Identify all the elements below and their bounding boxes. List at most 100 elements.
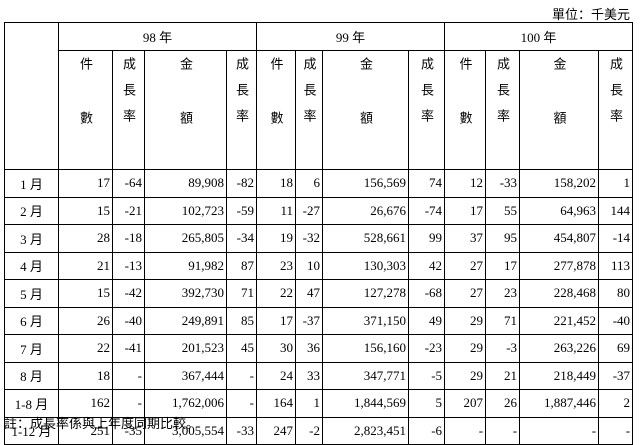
data-cell: 27 — [444, 279, 487, 308]
subheader-cell: 成長率 — [408, 50, 446, 170]
data-cell: 347,771 — [322, 361, 410, 390]
data-cell: -34 — [225, 224, 258, 253]
data-cell: 45 — [225, 334, 258, 363]
data-cell: 2,823,451 — [322, 416, 410, 445]
data-cell: 71 — [225, 279, 258, 308]
data-row: 2 月 15 -21 102,723 -59 11 -27 26,676 -74 17 55 64,9… — [4, 196, 634, 225]
data-cell: 30 — [256, 334, 297, 363]
data-cell: 528,661 — [322, 224, 410, 253]
data-cell: -68 — [408, 279, 446, 308]
data-cell: 263,226 — [519, 334, 600, 363]
data-cell: 24 — [256, 361, 297, 390]
data-cell: 1 — [598, 169, 634, 198]
data-cell: 6 — [295, 169, 324, 198]
year-header: 99 年 — [256, 22, 446, 51]
data-cell: -40 — [112, 306, 145, 335]
data-row: 7 月 22 -41 201,523 45 30 36 156,160 -23 29 -3 263,2… — [4, 334, 634, 363]
data-cell: -33 — [485, 169, 521, 198]
data-cell: 69 — [598, 334, 634, 363]
corner-cell — [4, 22, 59, 170]
data-cell: 55 — [485, 196, 521, 225]
data-cell: 247 — [256, 416, 297, 445]
data-cell: 22 — [256, 279, 297, 308]
data-cell: 89,908 — [144, 169, 227, 198]
row-label: 1-8 月 — [4, 389, 59, 418]
subheader-text: 成長率 — [495, 57, 511, 135]
data-cell: 74 — [408, 169, 446, 198]
table-body: 98 年 99 年 100 年件數 成長率 金額 成長率 件數 成長率 金額 成長率 件數 成長率 金額… — [4, 22, 634, 445]
subheader-cell: 金額 — [322, 50, 410, 170]
data-cell: 71 — [485, 306, 521, 335]
subheader-cell: 件數 — [256, 50, 297, 170]
page: 單位：千美元 98 年 99 年 100 年件數 成長率 金額 成長率 件數 成長率 金額 成長率… — [4, 7, 634, 445]
subheader-cell: 件數 — [444, 50, 487, 170]
data-cell: 33 — [295, 361, 324, 390]
data-cell: 265,805 — [144, 224, 227, 253]
data-cell: 27 — [444, 251, 487, 280]
data-table: 98 年 99 年 100 年件數 成長率 金額 成長率 件數 成長率 金額 成長率 件數 成長率 金額… — [4, 22, 634, 445]
data-cell: - — [519, 416, 600, 445]
data-cell: 10 — [295, 251, 324, 280]
data-cell: 127,278 — [322, 279, 410, 308]
row-label: 7 月 — [4, 334, 59, 363]
data-cell: 15 — [58, 279, 113, 308]
subheader-text: 金額 — [551, 57, 567, 165]
data-cell: 17 — [256, 306, 297, 335]
footnote: 註：成長率係與上年度同期比較。 — [4, 416, 200, 431]
subheader-cell: 成長率 — [598, 50, 634, 170]
subheader-text: 件數 — [78, 57, 93, 165]
data-cell: 21 — [485, 361, 521, 390]
data-cell: - — [225, 361, 258, 390]
data-cell: -74 — [408, 196, 446, 225]
data-cell: 47 — [295, 279, 324, 308]
data-cell: -32 — [295, 224, 324, 253]
data-cell: 29 — [444, 306, 487, 335]
data-cell: 91,982 — [144, 251, 227, 280]
data-cell: 26 — [485, 389, 521, 418]
data-cell: -27 — [295, 196, 324, 225]
data-cell: -23 — [408, 334, 446, 363]
subheader-cell: 成長率 — [295, 50, 324, 170]
data-cell: 23 — [485, 279, 521, 308]
data-row: 5 月 15 -42 392,730 71 22 47 127,278 -68 27 23 228,4… — [4, 279, 634, 308]
data-cell: 95 — [485, 224, 521, 253]
row-label: 6 月 — [4, 306, 59, 335]
data-cell: -37 — [295, 306, 324, 335]
data-cell: 42 — [408, 251, 446, 280]
data-cell: 454,807 — [519, 224, 600, 253]
data-cell: 371,150 — [322, 306, 410, 335]
data-cell: 102,723 — [144, 196, 227, 225]
data-cell: 37 — [444, 224, 487, 253]
data-cell: 19 — [256, 224, 297, 253]
subheader-text: 成長率 — [301, 57, 317, 135]
row-label: 8 月 — [4, 361, 59, 390]
data-cell: 1,844,569 — [322, 389, 410, 418]
data-cell: 29 — [444, 334, 487, 363]
row-label: 3 月 — [4, 224, 59, 253]
subheader-text: 成長率 — [121, 57, 136, 135]
data-cell: 87 — [225, 251, 258, 280]
row-label: 4 月 — [4, 251, 59, 280]
year-header: 100 年 — [444, 22, 634, 51]
data-cell: 367,444 — [144, 361, 227, 390]
data-cell: 49 — [408, 306, 446, 335]
data-cell: -18 — [112, 224, 145, 253]
subheader-text: 金額 — [178, 57, 193, 165]
data-cell: -5 — [408, 361, 446, 390]
data-row: 8 月 18-367,444-24 33 347,771 -5 29 21 218,449 -3… — [4, 361, 634, 390]
year-header: 98 年 — [57, 22, 258, 51]
data-cell: -42 — [112, 279, 145, 308]
subheader-text: 金額 — [358, 57, 374, 165]
subheader-cell: 金額 — [144, 50, 227, 170]
data-cell: 22 — [58, 334, 113, 363]
data-cell: 17 — [58, 169, 113, 198]
subheader-text: 件數 — [268, 57, 284, 165]
data-cell: -3 — [485, 334, 521, 363]
subheader-cell: 成長率 — [112, 50, 145, 170]
data-cell: - — [112, 361, 145, 390]
subheader-row: 件數 成長率 金額 成長率 件數 成長率 金額 成長率 件數 成長率 金額 成長率 — [5, 50, 634, 170]
data-cell: 26,676 — [322, 196, 410, 225]
data-cell: 17 — [444, 196, 487, 225]
data-cell: 201,523 — [144, 334, 227, 363]
data-cell: 164 — [256, 389, 297, 418]
